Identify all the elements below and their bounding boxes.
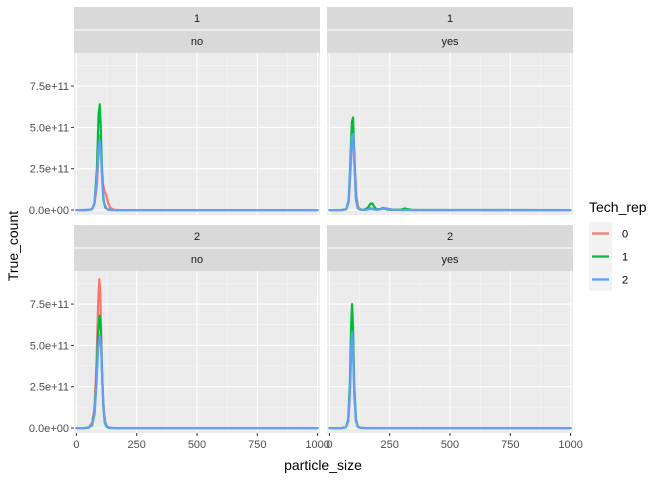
series-group: [75, 103, 319, 212]
legend: Tech_rep 0 1 2: [589, 199, 647, 291]
x-tick-label: 750: [248, 439, 266, 451]
facet-strip-bottom: [74, 248, 320, 271]
series-line-2: [328, 331, 572, 430]
legend-label-0: 0: [622, 229, 628, 241]
facet-strip-top-label: 2: [194, 231, 200, 243]
series-group: [328, 116, 572, 212]
legend-label-2: 2: [622, 275, 628, 287]
facet-panel: 1 no: [74, 7, 320, 215]
facet-strip-bottom: [74, 30, 320, 53]
x-tick-label: 500: [188, 439, 206, 451]
y-axis-title: True_count: [5, 211, 21, 281]
facet-strip-top: [327, 225, 573, 248]
x-tick-label: 250: [128, 439, 146, 451]
x-tick-label: 0: [326, 439, 332, 451]
y-tick-label: 0.0e+00: [29, 205, 69, 217]
x-axis-title: particle_size: [284, 457, 362, 473]
facet-strip-bottom-label: no: [191, 36, 203, 48]
series-line-2: [75, 334, 319, 430]
facet-strip-top: [74, 7, 320, 30]
axes: 0.0e+00 2.5e+11 5.0e+11 7.5e+11 0.0e+00 2.5e+…: [29, 81, 583, 451]
x-tick-label: 0: [73, 439, 79, 451]
legend-title: Tech_rep: [589, 199, 647, 215]
series-group: [328, 302, 572, 430]
facet-strip-top: [327, 7, 573, 30]
facet-strip-bottom-label: yes: [441, 254, 459, 266]
legend-items: 0 1 2: [589, 222, 628, 291]
x-tick-label: 500: [441, 439, 459, 451]
y-tick-label: 5.0e+11: [30, 340, 69, 352]
x-tick-label: 1000: [305, 439, 329, 451]
x-tick-label: 750: [501, 439, 519, 451]
facet-strip-top-label: 2: [447, 231, 453, 243]
y-tick-label: 2.5e+11: [30, 382, 69, 394]
panels: 1 no 1 yes 2 no 2 yes: [74, 7, 573, 433]
y-tick-label: 7.5e+11: [30, 299, 69, 311]
facet-strip-bottom: [327, 30, 573, 53]
facet-strip-bottom-label: yes: [441, 36, 459, 48]
facet-strip-bottom-label: no: [191, 254, 203, 266]
legend-label-1: 1: [622, 252, 628, 264]
facet-strip-bottom: [327, 248, 573, 271]
x-tick-label: 1000: [558, 439, 582, 451]
series-line-2: [328, 132, 572, 212]
series-group: [75, 278, 319, 430]
x-tick-label: 250: [381, 439, 399, 451]
series-line-2: [75, 139, 319, 212]
facet-panel: 1 yes: [327, 7, 573, 215]
facet-strip-top: [74, 225, 320, 248]
y-tick-label: 5.0e+11: [30, 122, 69, 134]
y-tick-label: 2.5e+11: [30, 164, 69, 176]
facet-panel: 2 no: [74, 225, 320, 433]
y-tick-label: 0.0e+00: [29, 423, 69, 435]
facet-panel: 2 yes: [327, 225, 573, 433]
facet-strip-top-label: 1: [194, 13, 200, 25]
y-tick-label: 7.5e+11: [30, 81, 69, 93]
facet-strip-top-label: 1: [447, 13, 453, 25]
